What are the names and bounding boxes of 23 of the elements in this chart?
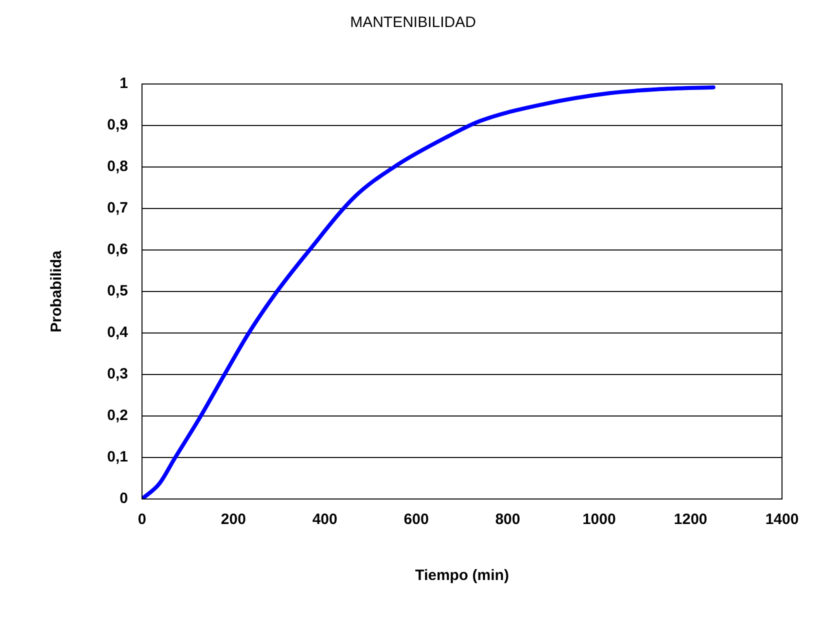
y-tick-label: 0,5	[107, 282, 128, 300]
y-tick-label: 0,4	[107, 324, 129, 342]
y-tick-label: 0	[120, 490, 128, 508]
y-tick-label: 0,1	[107, 448, 128, 466]
y-tick-label: 0,6	[107, 241, 128, 258]
y-tick-label: 0,9	[107, 116, 128, 134]
x-tick-label: 1000	[582, 511, 616, 528]
y-axis-title: Probabilida	[48, 250, 66, 332]
y-tick-label: 0,2	[107, 407, 128, 424]
y-tick-label: 0,8	[107, 158, 128, 176]
x-tick-label: 0	[138, 511, 146, 528]
x-axis-title: Tiempo (min)	[415, 567, 509, 584]
x-tick-label: 200	[220, 511, 246, 528]
y-tick-label: 0,7	[107, 200, 128, 217]
x-tick-label: 1200	[674, 511, 708, 528]
line-series	[142, 85, 716, 499]
x-tick-label: 600	[404, 511, 429, 528]
chart-title: MANTENIBILIDAD	[350, 14, 476, 32]
x-tick-label: 400	[312, 511, 338, 528]
x-tick-label: 800	[495, 511, 520, 528]
x-tick-label: 1400	[765, 511, 799, 528]
y-tick-label: 1	[120, 75, 128, 92]
y-tick-label: 0,3	[107, 366, 128, 383]
